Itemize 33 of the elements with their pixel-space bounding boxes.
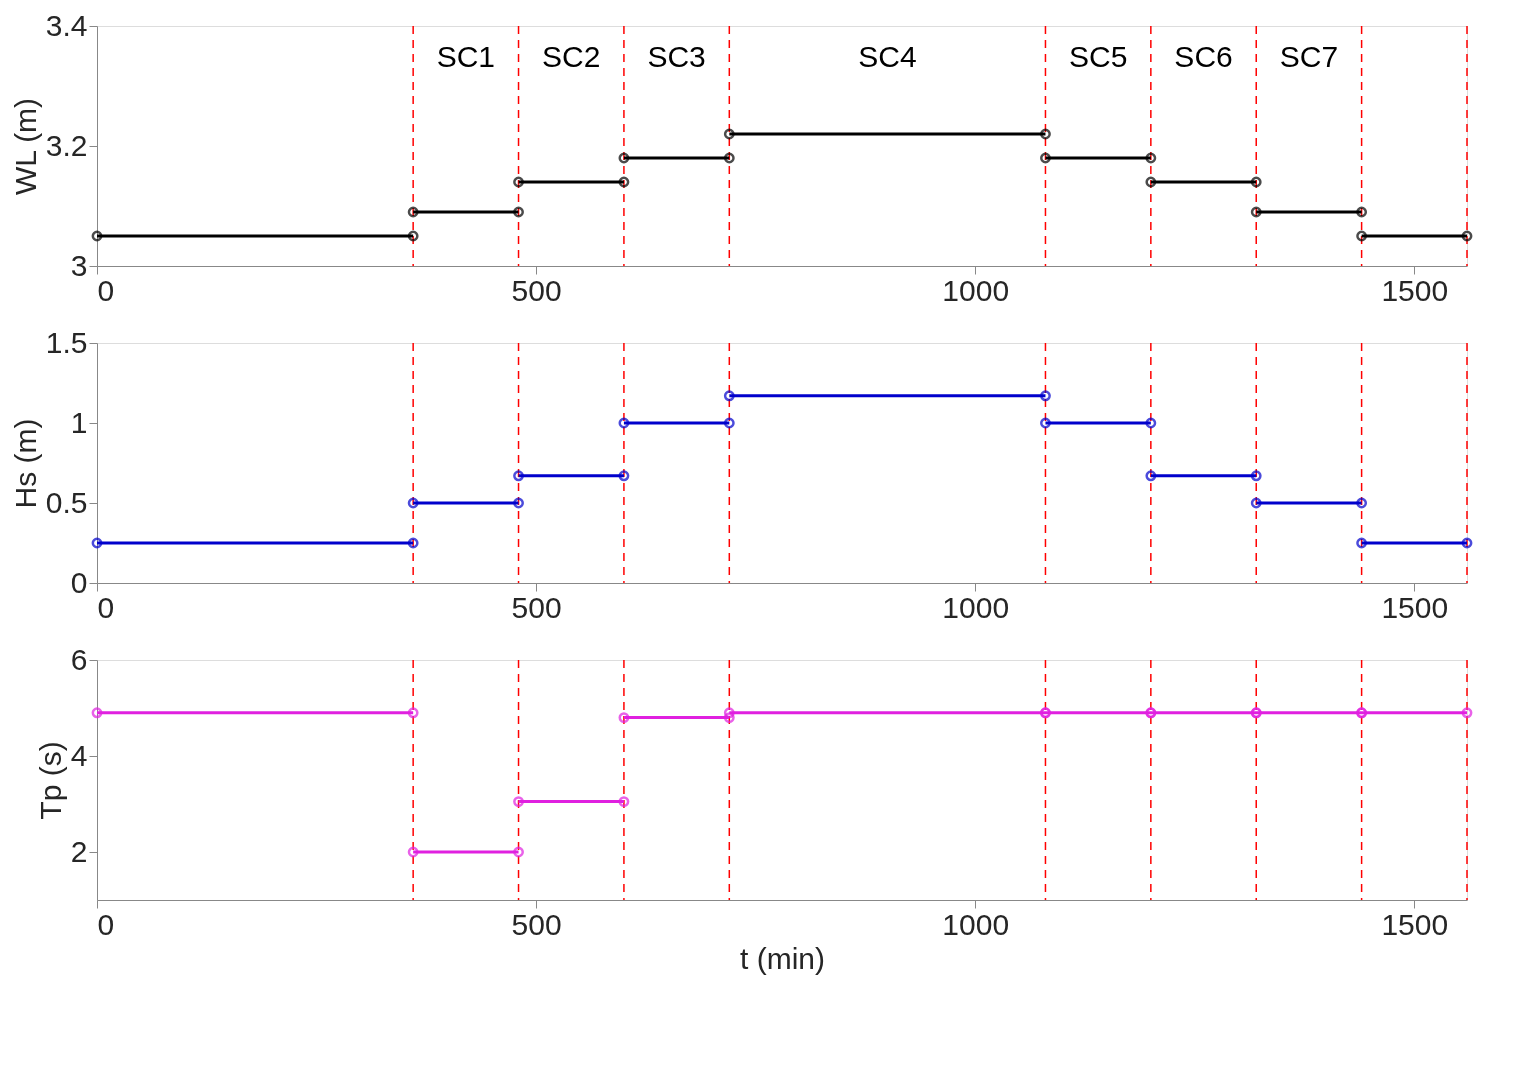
x-axis-title: t (min) — [740, 941, 825, 975]
x-tick-label: 1000 — [942, 273, 1010, 307]
x-tick-label: 500 — [511, 273, 562, 307]
annotation: SC1 — [436, 40, 496, 73]
x-tick-label: 1500 — [1381, 590, 1449, 624]
x-tick-label: 0 — [97, 590, 115, 624]
y-axis-title: Hs (m) — [8, 418, 42, 509]
annotation: SC6 — [1174, 40, 1233, 73]
annotation: SC3 — [647, 40, 706, 73]
x-tick-label: 500 — [511, 907, 562, 941]
y-tick-label: 3.2 — [45, 128, 88, 162]
y-tick-label: 6 — [70, 642, 88, 676]
y-tick-label: 0 — [70, 565, 88, 599]
y-tick-label: 3.4 — [45, 8, 88, 42]
x-tick-label: 0 — [97, 273, 115, 307]
x-tick-label: 1000 — [942, 590, 1010, 624]
x-tick-label: 1000 — [942, 907, 1010, 941]
y-tick-label: 2 — [70, 834, 88, 868]
x-tick-label: 500 — [511, 590, 562, 624]
y-tick-label: 1.5 — [45, 325, 88, 359]
x-tick-label: 1500 — [1381, 273, 1449, 307]
y-tick-label: 0.5 — [45, 485, 88, 519]
annotation: SC7 — [1279, 40, 1339, 73]
y-tick-label: 1 — [70, 405, 88, 439]
annotation: SC4 — [858, 40, 917, 73]
y-tick-label: 4 — [70, 738, 88, 772]
x-tick-label: 1500 — [1381, 907, 1449, 941]
annotation: SC5 — [1068, 40, 1128, 73]
x-tick-label: 0 — [97, 907, 115, 941]
y-tick-label: 3 — [70, 248, 88, 282]
y-axis-title: Tp (s) — [33, 741, 67, 820]
annotation: SC2 — [542, 40, 601, 73]
y-axis-title: WL (m) — [8, 97, 42, 196]
